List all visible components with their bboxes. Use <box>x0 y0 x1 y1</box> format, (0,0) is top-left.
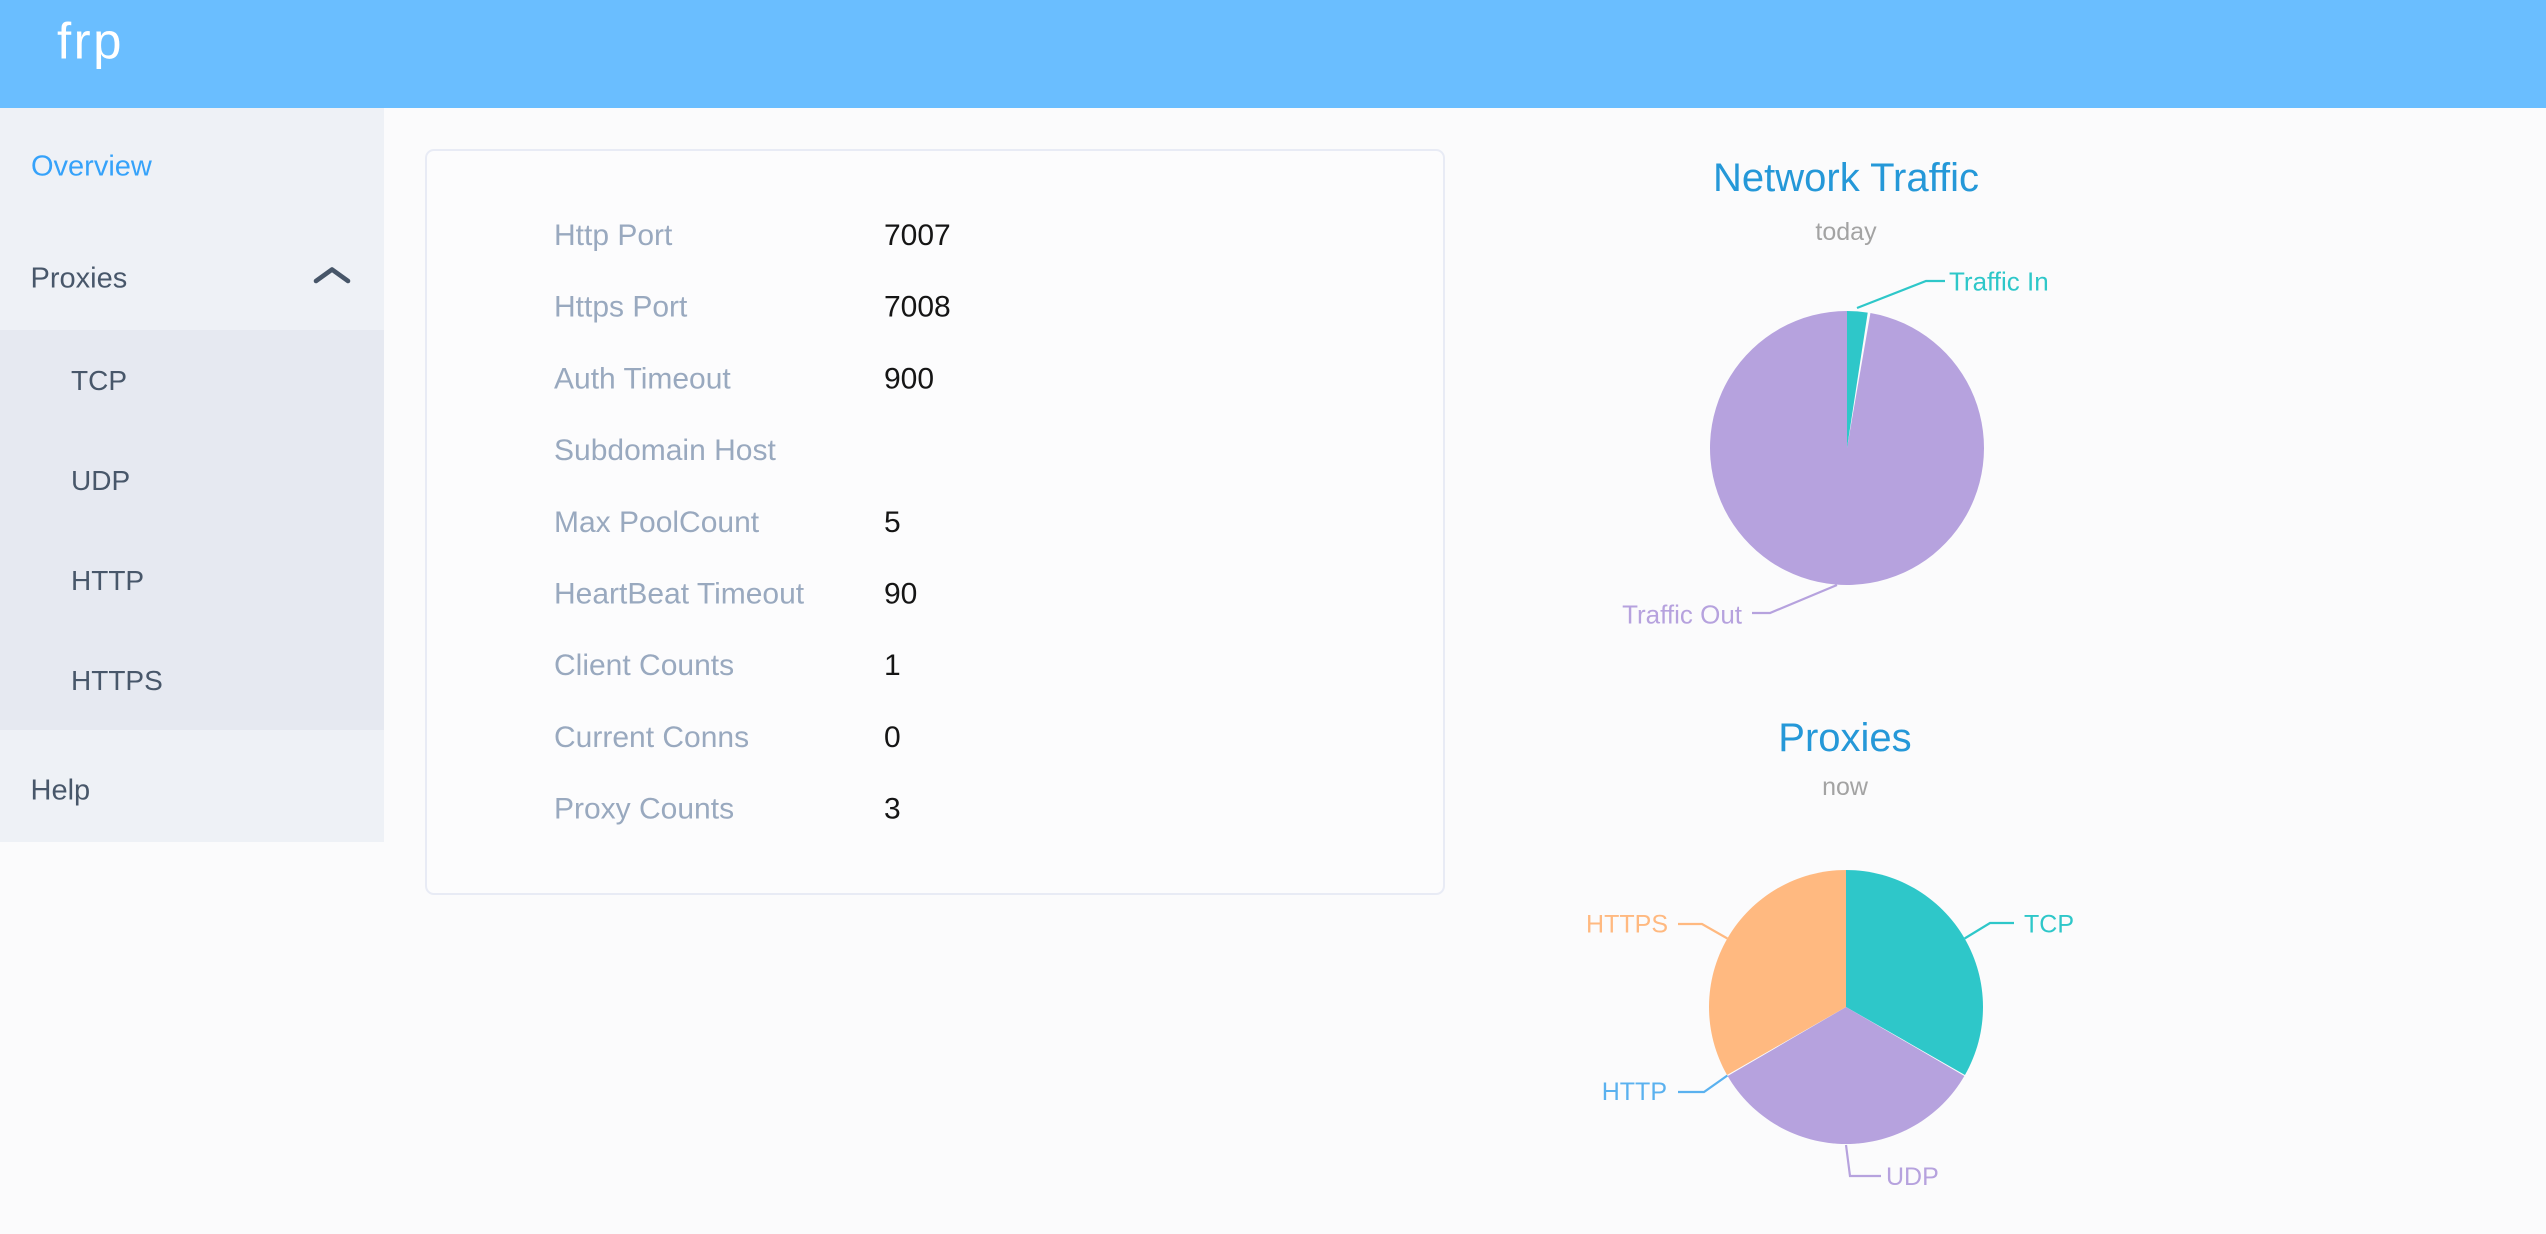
svg-text:7007: 7007 <box>884 219 951 252</box>
svg-text:Http Port: Http Port <box>554 219 673 252</box>
svg-text:Max PoolCount: Max PoolCount <box>554 506 760 539</box>
svg-text:Https Port: Https Port <box>554 291 688 324</box>
svg-text:3: 3 <box>884 793 901 826</box>
svg-text:1: 1 <box>884 649 901 682</box>
svg-text:UDP: UDP <box>71 465 130 496</box>
svg-text:Traffic Out: Traffic Out <box>1622 599 1743 629</box>
svg-text:Subdomain Host: Subdomain Host <box>554 434 776 467</box>
svg-text:Proxies: Proxies <box>31 263 128 295</box>
svg-text:Current Conns: Current Conns <box>554 721 749 754</box>
svg-text:HTTP: HTTP <box>71 565 144 596</box>
svg-text:TCP: TCP <box>71 365 127 396</box>
svg-text:frp: frp <box>57 13 124 70</box>
svg-text:90: 90 <box>884 578 917 611</box>
svg-text:today: today <box>1815 218 1877 246</box>
svg-text:0: 0 <box>884 721 901 754</box>
svg-text:Overview: Overview <box>31 151 153 183</box>
svg-text:HTTP: HTTP <box>1602 1078 1667 1106</box>
svg-text:Traffic In: Traffic In <box>1949 266 2049 296</box>
svg-text:TCP: TCP <box>2024 911 2074 939</box>
svg-text:UDP: UDP <box>1886 1163 1939 1191</box>
svg-text:7008: 7008 <box>884 291 951 324</box>
svg-text:now: now <box>1822 773 1869 801</box>
svg-text:Proxies: Proxies <box>1778 716 1911 760</box>
svg-text:900: 900 <box>884 362 934 395</box>
svg-text:HTTPS: HTTPS <box>1586 911 1668 939</box>
svg-text:Auth Timeout: Auth Timeout <box>554 362 731 395</box>
svg-text:Client Counts: Client Counts <box>554 649 734 682</box>
svg-text:Proxy Counts: Proxy Counts <box>554 793 734 826</box>
svg-text:5: 5 <box>884 506 901 539</box>
svg-text:HeartBeat Timeout: HeartBeat Timeout <box>554 578 805 611</box>
svg-text:Network Traffic: Network Traffic <box>1713 156 1979 200</box>
svg-text:Help: Help <box>31 775 91 807</box>
svg-text:HTTPS: HTTPS <box>71 665 163 696</box>
